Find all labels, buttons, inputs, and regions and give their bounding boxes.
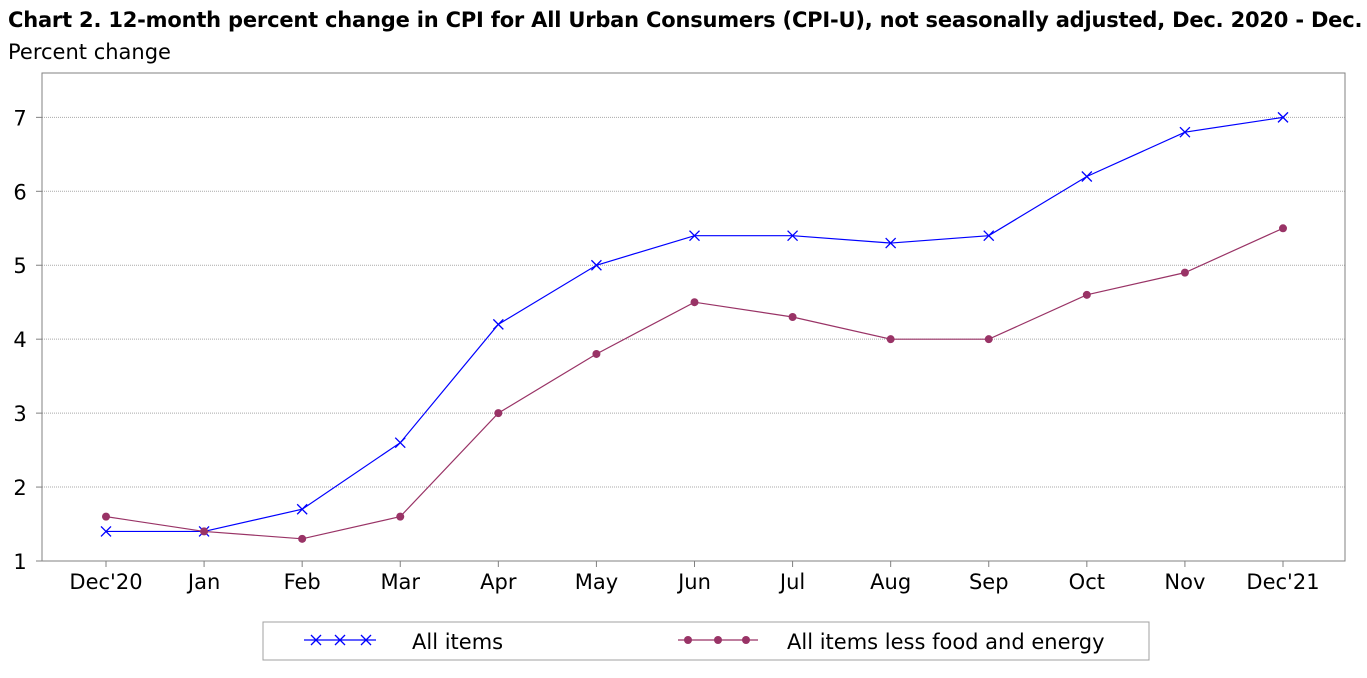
series-0	[100, 111, 1289, 537]
series-1	[102, 224, 1287, 543]
dot-marker	[1082, 290, 1091, 299]
x-tick-label: May	[575, 570, 618, 594]
y-tick-label: 1	[13, 550, 26, 574]
chart-title: Chart 2. 12-month percent change in CPI …	[8, 8, 1367, 32]
series-line	[106, 116, 1284, 533]
x-marker	[787, 230, 799, 242]
x-tick-label: Jan	[186, 570, 220, 594]
dot-marker	[200, 527, 209, 536]
y-tick-label: 4	[13, 328, 26, 352]
x-marker	[983, 230, 995, 242]
dot-marker	[592, 349, 601, 358]
x-tick-label: Dec'21	[1246, 570, 1319, 594]
x-marker	[334, 634, 346, 646]
x-tick-label: Aug	[870, 570, 911, 594]
dot-marker	[1180, 268, 1189, 277]
dot-marker	[298, 534, 307, 543]
plot-area	[41, 72, 1346, 562]
x-marker	[310, 634, 322, 646]
x-marker	[590, 259, 602, 271]
x-marker	[885, 237, 897, 249]
dot-marker	[984, 335, 993, 344]
dot-marker	[714, 636, 722, 644]
dot-marker	[742, 636, 750, 644]
y-tick-label: 5	[13, 254, 26, 278]
dot-marker	[1279, 224, 1287, 233]
legend-symbol-all-items	[304, 634, 376, 646]
series-line	[105, 227, 1284, 540]
dot-marker	[684, 636, 692, 644]
x-tick-label: Sep	[969, 570, 1009, 594]
y-tick-label: 7	[13, 106, 26, 130]
y-tick-label: 3	[13, 402, 26, 426]
dot-marker	[102, 512, 110, 521]
x-tick-label: Jul	[778, 570, 805, 594]
y-tick-label: 2	[13, 476, 26, 500]
x-axis-ticks: Dec'20 Jan Feb Mar Apr May Jun Jul Aug Sep Oct Nov D…	[69, 561, 1320, 594]
x-tick-label: Jun	[676, 570, 711, 594]
x-marker	[394, 437, 406, 449]
y-axis-label: Percent change	[8, 40, 171, 64]
x-marker	[360, 634, 372, 646]
x-tick-label: Feb	[284, 570, 321, 594]
x-marker	[492, 318, 504, 330]
x-marker	[296, 503, 308, 515]
legend: All items All items less food and energy	[262, 621, 1150, 661]
x-tick-label: Mar	[380, 570, 420, 594]
legend-label-core: All items less food and energy	[787, 630, 1105, 654]
x-tick-label: Nov	[1164, 570, 1205, 594]
y-axis-ticks: 1 2 3 4 5 6 7	[13, 106, 42, 574]
x-tick-label: Oct	[1069, 570, 1105, 594]
x-tick-label: Dec'20	[69, 570, 142, 594]
dot-marker	[396, 512, 405, 521]
x-marker	[1277, 111, 1289, 123]
legend-label-all-items: All items	[412, 630, 503, 654]
x-marker	[689, 230, 700, 242]
dot-marker	[690, 298, 699, 307]
dot-marker	[788, 313, 797, 321]
series-lines	[100, 111, 1289, 543]
y-tick-label: 6	[13, 180, 26, 204]
x-marker	[1081, 171, 1093, 182]
dot-marker	[886, 335, 895, 344]
dot-marker	[494, 409, 503, 418]
legend-box	[262, 621, 1150, 661]
x-marker	[100, 525, 112, 537]
x-tick-label: Apr	[480, 570, 517, 594]
legend-symbol-core	[678, 636, 758, 644]
x-marker	[1179, 126, 1191, 138]
